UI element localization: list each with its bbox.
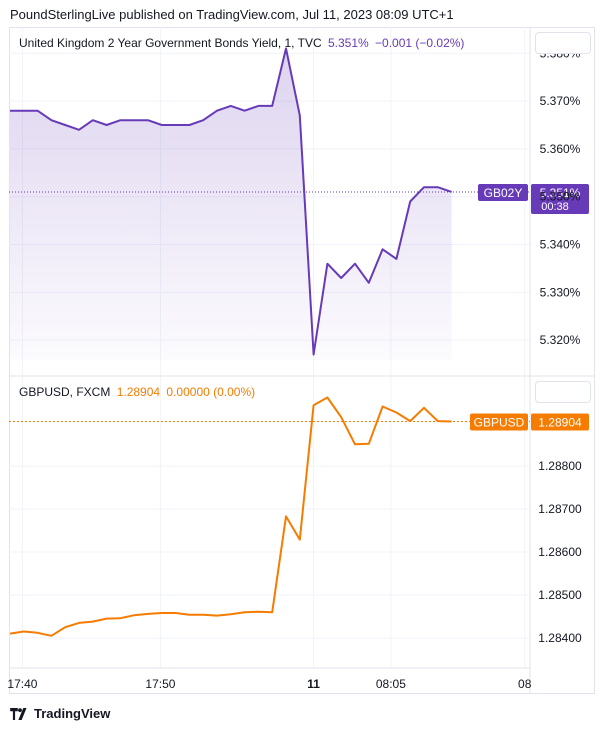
bond-series-line [10, 47, 452, 356]
bond-price-label-value: 5.351% [540, 186, 581, 200]
pane-controls-top[interactable] [535, 32, 591, 54]
y-tick-label: 5.360% [540, 142, 581, 156]
y-tick-label: 1.28600 [538, 545, 582, 559]
fx-legend-name: GBPUSD, FXCM [19, 385, 111, 399]
y-tick-label: 5.340% [540, 238, 581, 252]
y-tick-label: 5.330% [540, 285, 581, 299]
bond-symbol-label: GB02Y [484, 186, 523, 200]
axes: 17:4017:501108:05085.380%5.370%5.360%5.3… [7, 46, 582, 691]
bond-area-fill [10, 48, 452, 360]
fx-series-line [9, 396, 452, 637]
fx-legend-value: 1.28904 [116, 385, 161, 399]
x-tick-label: 11 [307, 677, 320, 691]
footer: TradingView [10, 706, 110, 721]
bond-legend-name: United Kingdom 2 Year Government Bonds Y… [19, 36, 322, 50]
publish-header: PoundSterlingLive published on TradingVi… [10, 7, 454, 22]
x-tick-label: 08:05 [376, 677, 406, 691]
fx-symbol-label: GBPUSD [474, 416, 525, 430]
fx-price-label-value: 1.28904 [538, 416, 582, 430]
y-tick-label: 5.370% [540, 94, 581, 108]
fx-pane: 1.28904 GBPUSD [9, 396, 589, 637]
pane-controls-bottom[interactable] [535, 381, 591, 403]
bond-pane: 5.351%00:38 GB02Y [9, 47, 589, 360]
bond-symbol-tag [478, 183, 528, 201]
x-tick-label: 17:40 [7, 677, 37, 691]
y-tick-label: 1.28800 [538, 459, 582, 473]
bond-legend-value: 5.351% [327, 36, 369, 50]
fx-symbol-tag [470, 413, 528, 431]
x-tick-label: 08 [518, 677, 532, 691]
x-tick-label: 17:50 [145, 677, 175, 691]
footer-brand: TradingView [34, 706, 111, 721]
fx-legend: GBPUSD, FXCM 1.28904 0.00000 (0.00%) [19, 385, 255, 399]
tradingview-logo-icon [10, 707, 27, 720]
y-tick-label: 1.28400 [538, 631, 582, 645]
bond-legend-change: −0.001 (−0.02%) [375, 36, 465, 50]
y-tick-label: 5.320% [540, 333, 581, 347]
bond-price-label-box [531, 183, 589, 214]
bond-legend: United Kingdom 2 Year Government Bonds Y… [19, 36, 464, 50]
fx-legend-change: 0.00000 (0.00%) [166, 385, 256, 399]
fx-price-label-box [531, 413, 589, 431]
y-tick-label: 1.28500 [538, 588, 582, 602]
chart-frame [9, 27, 595, 694]
y-tick-label: 5.350% [540, 190, 581, 204]
y-tick-label: 1.28700 [538, 502, 582, 516]
bond-price-label-countdown: 00:38 [541, 201, 569, 213]
